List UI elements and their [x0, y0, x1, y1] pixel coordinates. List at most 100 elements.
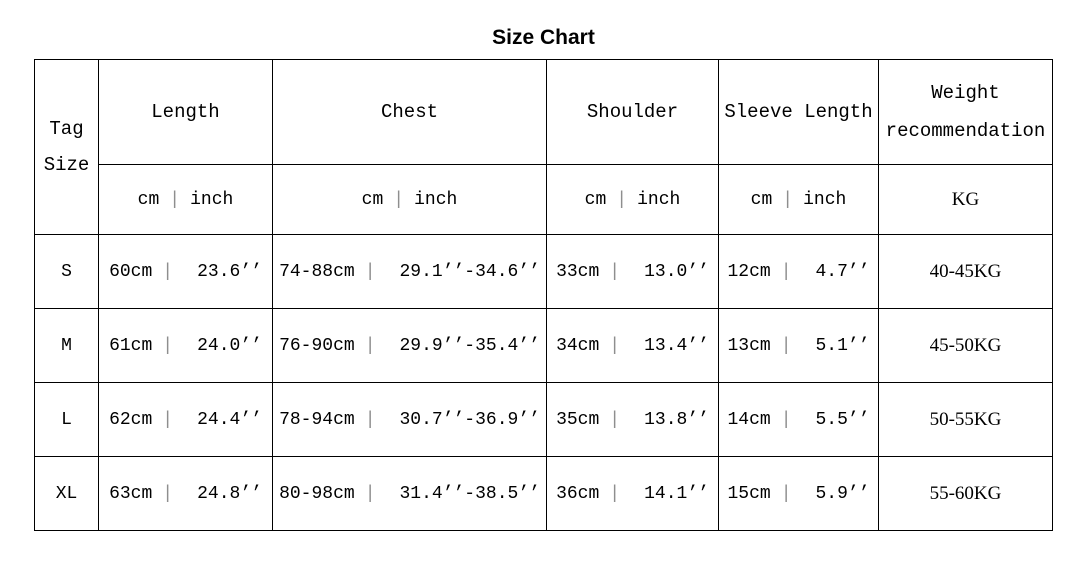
header-tag-line1: Tag — [49, 117, 84, 140]
unit-cm-label: cm — [750, 189, 773, 210]
cell-sleeve-length: 12cm | 4.7’’ — [718, 234, 879, 309]
size-chart-page: Size Chart Tag Size Length Chest Shoulde… — [34, 26, 1053, 531]
value-separator: | — [162, 483, 174, 504]
cell-length: 62cm | 24.4’’ — [98, 382, 273, 457]
header-chest: Chest — [272, 59, 547, 165]
value-separator: | — [609, 335, 621, 356]
value-separator: | — [609, 261, 621, 282]
header-row-labels: Tag Size Length Chest Shoulder Sleeve Le… — [34, 59, 1053, 235]
inch-value: 14.1’’ — [644, 483, 709, 504]
units-shoulder: cm | inch — [546, 164, 719, 235]
cm-value: 33cm — [556, 261, 600, 282]
value-separator: | — [364, 335, 376, 356]
unit-separator: | — [393, 189, 405, 210]
header-length: Length — [98, 59, 273, 165]
inch-value: 4.7’’ — [815, 261, 870, 282]
cell-shoulder: 36cm | 14.1’’ — [546, 456, 719, 531]
inch-value: 5.1’’ — [815, 335, 870, 356]
cm-value: 80-98cm — [279, 483, 355, 504]
header-weight-line2: recommendation — [885, 120, 1046, 142]
header-chest-label: Chest — [380, 101, 438, 123]
value-separator: | — [162, 409, 174, 430]
cell-length: 63cm | 24.8’’ — [98, 456, 273, 531]
cell-tag: M — [34, 308, 99, 383]
cm-value: 76-90cm — [279, 335, 355, 356]
value-separator: | — [364, 409, 376, 430]
inch-value: 29.9’’-35.4’’ — [399, 335, 540, 356]
page-title: Size Chart — [492, 26, 595, 49]
unit-cm-label: cm — [361, 189, 384, 210]
cell-chest: 76-90cm | 29.9’’-35.4’’ — [272, 308, 547, 383]
header-weight-recommendation: Weight recommendation — [878, 59, 1053, 165]
inch-value: 29.1’’-34.6’’ — [399, 261, 540, 282]
cell-weight: 55-60KG — [878, 456, 1053, 531]
cell-length: 61cm | 24.0’’ — [98, 308, 273, 383]
units-length: cm | inch — [98, 164, 273, 235]
cm-value: 62cm — [109, 409, 153, 430]
header-tag-size: Tag Size — [34, 59, 99, 235]
value-separator: | — [364, 483, 376, 504]
table-row-xl: XL 63cm | 24.8’’ 80-98cm | 31.4’’-38.5’’ 36c… — [34, 456, 1053, 531]
cell-weight: 40-45KG — [878, 234, 1053, 309]
units-sleeve-length: cm | inch — [718, 164, 879, 235]
cm-value: 61cm — [109, 335, 153, 356]
cm-value: 63cm — [109, 483, 153, 504]
table-row-l: L 62cm | 24.4’’ 78-94cm | 30.7’’-36.9’’ 35cm… — [34, 382, 1053, 457]
value-separator: | — [780, 409, 792, 430]
value-separator: | — [162, 261, 174, 282]
unit-inch-label: inch — [190, 189, 234, 210]
unit-inch-label: inch — [414, 189, 458, 210]
inch-value: 23.6’’ — [197, 261, 262, 282]
inch-value: 31.4’’-38.5’’ — [399, 483, 540, 504]
cm-value: 36cm — [556, 483, 600, 504]
cell-tag: S — [34, 234, 99, 309]
inch-value: 13.0’’ — [644, 261, 709, 282]
cell-chest: 78-94cm | 30.7’’-36.9’’ — [272, 382, 547, 457]
cell-shoulder: 34cm | 13.4’’ — [546, 308, 719, 383]
units-weight-kg: KG — [878, 164, 1053, 235]
unit-cm-label: cm — [137, 189, 160, 210]
header-weight-line1: Weight — [931, 82, 1000, 104]
cm-value: 34cm — [556, 335, 600, 356]
inch-value: 24.8’’ — [197, 483, 262, 504]
header-length-label: Length — [151, 101, 220, 123]
value-separator: | — [780, 261, 792, 282]
header-sleeve-length: Sleeve Length — [718, 59, 879, 165]
header-shoulder-label: Shoulder — [586, 101, 679, 123]
cm-value: 15cm — [727, 483, 771, 504]
unit-separator: | — [169, 189, 181, 210]
cm-value: 35cm — [556, 409, 600, 430]
unit-inch-label: inch — [803, 189, 847, 210]
cell-length: 60cm | 23.6’’ — [98, 234, 273, 309]
inch-value: 24.0’’ — [197, 335, 262, 356]
cell-tag: L — [34, 382, 99, 457]
cm-value: 12cm — [727, 261, 771, 282]
size-chart-table: Tag Size Length Chest Shoulder Sleeve Le… — [34, 59, 1053, 531]
inch-value: 5.9’’ — [815, 483, 870, 504]
cell-chest: 74-88cm | 29.1’’-34.6’’ — [272, 234, 547, 309]
cm-value: 78-94cm — [279, 409, 355, 430]
value-separator: | — [780, 335, 792, 356]
header-sleeve-length-label: Sleeve Length — [724, 101, 873, 123]
unit-separator: | — [616, 189, 628, 210]
cell-chest: 80-98cm | 31.4’’-38.5’’ — [272, 456, 547, 531]
header-shoulder: Shoulder — [546, 59, 719, 165]
cm-value: 13cm — [727, 335, 771, 356]
value-separator: | — [780, 483, 792, 504]
unit-separator: | — [782, 189, 794, 210]
cm-value: 60cm — [109, 261, 153, 282]
inch-value: 24.4’’ — [197, 409, 262, 430]
units-chest: cm | inch — [272, 164, 547, 235]
value-separator: | — [162, 335, 174, 356]
inch-value: 13.8’’ — [644, 409, 709, 430]
value-separator: | — [609, 409, 621, 430]
unit-kg-label: KG — [951, 188, 980, 210]
inch-value: 5.5’’ — [815, 409, 870, 430]
inch-value: 30.7’’-36.9’’ — [399, 409, 540, 430]
value-separator: | — [609, 483, 621, 504]
cell-weight: 45-50KG — [878, 308, 1053, 383]
value-separator: | — [364, 261, 376, 282]
cell-shoulder: 35cm | 13.8’’ — [546, 382, 719, 457]
cell-sleeve-length: 14cm | 5.5’’ — [718, 382, 879, 457]
table-row-s: S 60cm | 23.6’’ 74-88cm | 29.1’’-34.6’’ 33cm… — [34, 234, 1053, 309]
